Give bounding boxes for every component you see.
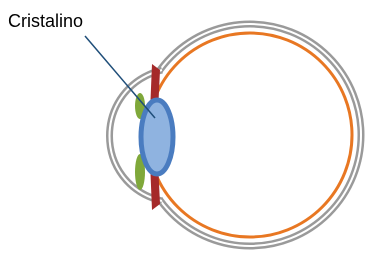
eye-diagram: Cristalino <box>0 0 367 257</box>
eye-shape <box>110 24 362 246</box>
lens <box>141 100 173 174</box>
lens-label: Cristalino <box>8 11 83 31</box>
page: Cristalino (() => { const data = JSON.pa… <box>0 0 367 257</box>
retina <box>148 33 352 237</box>
